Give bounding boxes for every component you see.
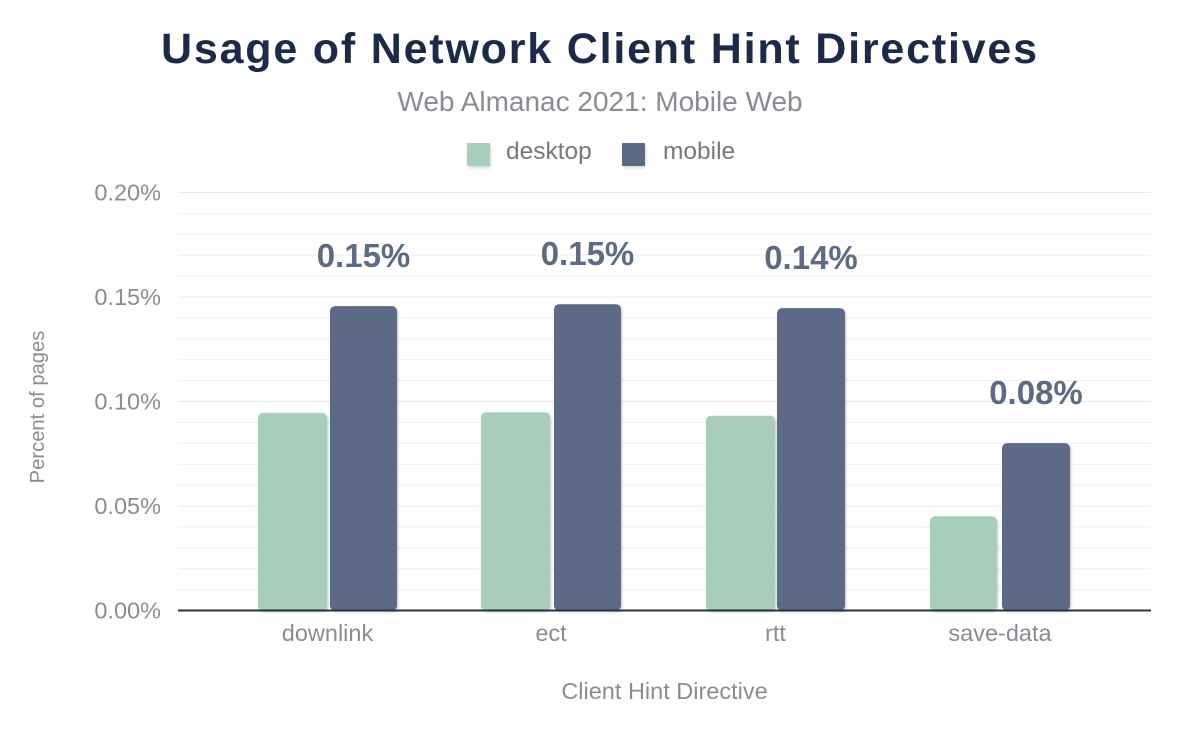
svg-text:0.15%: 0.15% <box>317 237 411 274</box>
svg-text:0.10%: 0.10% <box>94 389 161 415</box>
svg-text:0.05%: 0.05% <box>94 493 161 519</box>
svg-text:0.14%: 0.14% <box>764 239 858 276</box>
svg-text:downlink: downlink <box>282 620 374 646</box>
svg-text:Client Hint Directive: Client Hint Directive <box>561 678 767 704</box>
svg-text:0.20%: 0.20% <box>94 180 161 206</box>
svg-text:ect: ect <box>535 620 567 646</box>
svg-text:0.15%: 0.15% <box>541 235 635 272</box>
svg-text:Percent of pages: Percent of pages <box>27 331 49 484</box>
svg-text:0.08%: 0.08% <box>989 374 1083 411</box>
svg-text:save-data: save-data <box>948 620 1052 646</box>
svg-text:rtt: rtt <box>765 620 786 646</box>
svg-text:0.00%: 0.00% <box>94 598 161 624</box>
svg-text:0.15%: 0.15% <box>94 284 161 310</box>
